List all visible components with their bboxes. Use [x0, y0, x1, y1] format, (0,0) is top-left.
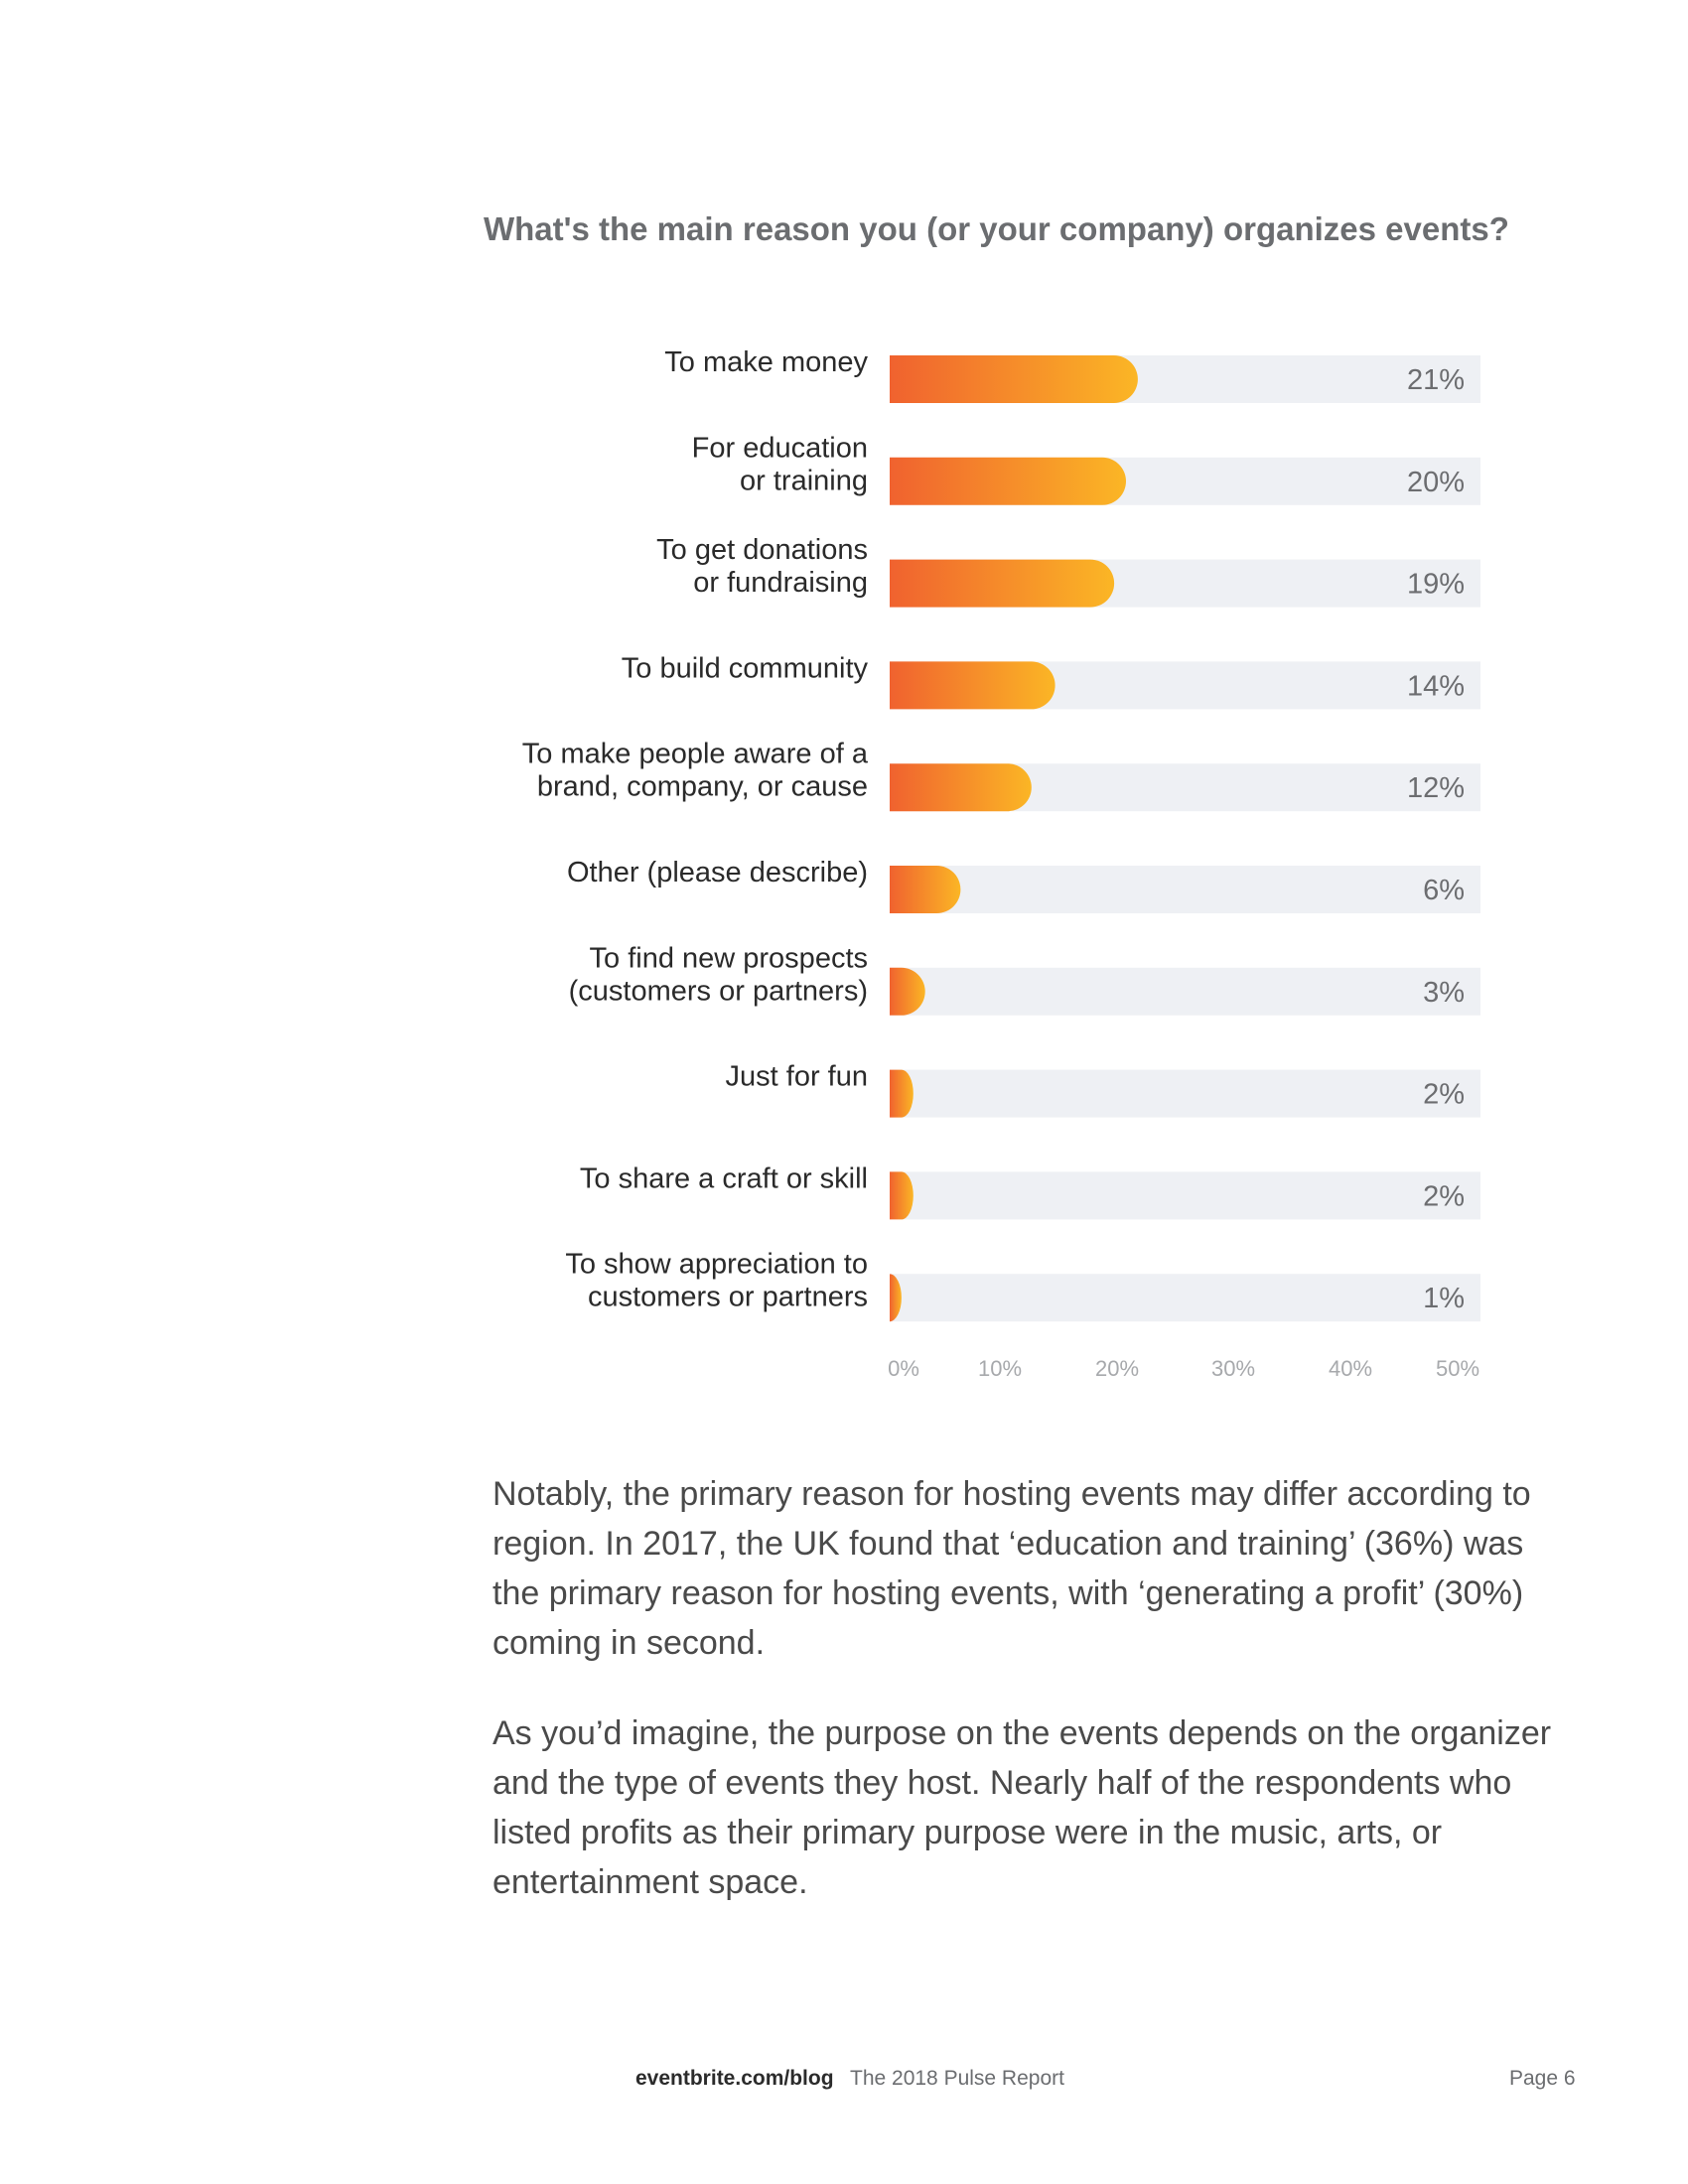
horizontal-bar-chart: 21% To make money 20% For education or train…	[522, 346, 1480, 1381]
bar-row: 20% For education or training	[692, 432, 1480, 505]
bar-value-label: 2%	[1423, 1180, 1465, 1212]
bar-value-label: 6%	[1423, 875, 1465, 906]
bar-track	[890, 1069, 1480, 1118]
bar	[890, 457, 1126, 505]
x-tick-label: 10%	[978, 1356, 1022, 1381]
bar-track	[890, 1171, 1480, 1220]
x-tick-label: 50%	[1436, 1356, 1479, 1381]
bar	[890, 866, 961, 913]
category-label: To build community	[622, 652, 869, 684]
page-footer: eventbrite.com/blog The 2018 Pulse Repor…	[0, 2067, 1688, 2099]
bar-value-label: 3%	[1423, 977, 1465, 1009]
bar-value-label: 21%	[1407, 364, 1465, 396]
bar-value-label: 12%	[1407, 772, 1465, 804]
category-label: To make people aware of a brand, company,…	[522, 739, 869, 803]
bar	[890, 1171, 914, 1220]
bar-value-label: 2%	[1423, 1079, 1465, 1111]
category-label: To find new prospects (customers or partn…	[569, 942, 868, 1007]
bar	[890, 661, 1055, 710]
bar-row: 1% To show appreciation to customers or pa…	[565, 1249, 1480, 1322]
category-label: Just for fun	[726, 1061, 868, 1093]
footer-site-link[interactable]: eventbrite.com/blog	[635, 2067, 834, 2090]
body-paragraph-2: As you’d imagine, the purpose on the eve…	[492, 1714, 1552, 1901]
x-tick-label: 40%	[1329, 1356, 1372, 1381]
bar-row: 3% To find new prospects (customers or par…	[569, 942, 1480, 1016]
bar	[890, 559, 1115, 608]
x-tick-label: 0%	[888, 1356, 919, 1381]
footer-page-number: Page 6	[1509, 2067, 1576, 2090]
bar	[890, 355, 1138, 403]
bar-row: 14% To build community	[622, 652, 1480, 710]
category-label: To get donations or fundraising	[656, 534, 868, 599]
bar-row: 2% Just for fun	[726, 1061, 1480, 1118]
bar-row: 12% To make people aware of a brand, compa…	[522, 739, 1480, 812]
footer-report-title: The 2018 Pulse Report	[850, 2067, 1064, 2090]
x-tick-label: 20%	[1095, 1356, 1139, 1381]
bar-row: 6% Other (please describe)	[567, 857, 1480, 913]
bar-value-label: 19%	[1407, 569, 1465, 601]
category-label: To make money	[664, 346, 868, 378]
bar-value-label: 14%	[1407, 670, 1465, 702]
bar-track	[890, 1274, 1480, 1322]
bar	[890, 1069, 914, 1118]
chart-title: What's the main reason you (or your comp…	[484, 210, 1509, 247]
x-tick-label: 30%	[1211, 1356, 1255, 1381]
bar-row: 2% To share a craft or skill	[580, 1162, 1480, 1220]
bar	[890, 967, 925, 1016]
bar-row: 21% To make money	[664, 346, 1480, 403]
category-label: For education or training	[692, 432, 868, 496]
bar	[890, 763, 1032, 812]
bar-value-label: 20%	[1407, 467, 1465, 498]
body-paragraph-1: Notably, the primary reason for hosting …	[492, 1475, 1531, 1662]
bar-value-label: 1%	[1423, 1283, 1465, 1314]
category-label: Other (please describe)	[567, 857, 868, 888]
bar-track	[890, 866, 1480, 913]
category-label: To show appreciation to customers or part…	[565, 1249, 868, 1313]
bar-track	[890, 967, 1480, 1016]
category-label: To share a craft or skill	[580, 1162, 868, 1194]
bar	[889, 1274, 902, 1322]
bar-row: 19% To get donations or fundraising	[656, 534, 1480, 608]
